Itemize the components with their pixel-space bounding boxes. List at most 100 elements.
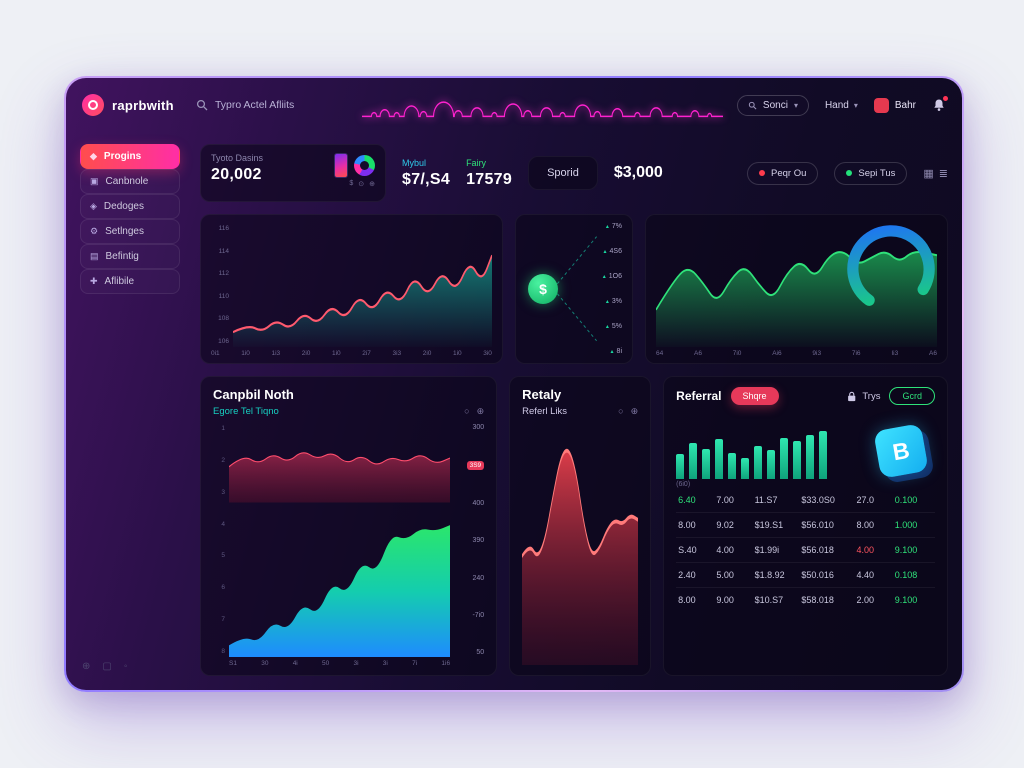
y-tick: 1 bbox=[221, 425, 225, 432]
sidebar-item-aflibile[interactable]: ✚ Aflibile bbox=[80, 269, 180, 294]
view-toggle[interactable]: ▦ ≣ bbox=[923, 167, 948, 180]
table-cell: 11.S7 bbox=[754, 495, 778, 505]
panel-controls[interactable]: ○ ⊕ bbox=[618, 406, 638, 417]
bar bbox=[754, 446, 763, 479]
table-row[interactable]: 6.40 7.00 11.S7 $33.0S0 27.0 0.100 bbox=[676, 488, 935, 512]
x-tick: 4i bbox=[292, 660, 298, 667]
footer-icon-1[interactable]: ▢ bbox=[102, 661, 112, 672]
sidebar-item-setlnges[interactable]: ⚙ Setlnges bbox=[80, 219, 180, 244]
canpbil-y-axis: 300 3S9 400 390 240 -7i0 50 bbox=[454, 423, 485, 657]
panel-subtitle: Referl Liks bbox=[522, 406, 568, 417]
bar bbox=[676, 453, 685, 479]
search-input[interactable]: Typro Actel Afliits bbox=[188, 94, 348, 116]
bar bbox=[702, 449, 711, 479]
x-tick: 1i0 bbox=[453, 350, 462, 357]
main-content: Tyoto Dasins 20,002 $ ⊙ ⊕ Mybul bbox=[194, 132, 962, 690]
percent-item: ▴ 1O6 bbox=[603, 273, 622, 280]
user-menu[interactable]: Bahr bbox=[873, 97, 916, 113]
bar bbox=[793, 440, 802, 479]
sidebar-item-progins[interactable]: ◆ Progins bbox=[80, 144, 180, 169]
canpbil-lower-chart bbox=[229, 507, 451, 657]
red-dot-icon bbox=[759, 170, 766, 176]
canpbil-panel: Canpbil Noth Egore Tel Tiqno ○ ⊕ 1 2 3 4 5 6 7… bbox=[200, 376, 498, 676]
sporid-card[interactable]: Sporid bbox=[528, 156, 598, 190]
trys-control[interactable]: Trys bbox=[846, 390, 880, 403]
y-tick: 240 bbox=[472, 574, 485, 582]
table-row[interactable]: 2.40 5.00 $1.8.92 $50.016 4.40 0.108 bbox=[676, 562, 935, 587]
canpbil-left-ticks: 1 2 3 4 5 6 7 8 bbox=[213, 423, 225, 657]
triangle-up-icon: ▴ bbox=[605, 324, 609, 330]
footer-icon-2[interactable]: ◦ bbox=[123, 661, 128, 672]
x-tick: 7i0 bbox=[732, 350, 742, 357]
bar bbox=[819, 431, 828, 479]
trend-area-chart bbox=[233, 223, 492, 347]
panel-controls[interactable]: ○ ⊕ bbox=[464, 406, 484, 417]
bitcoin-icon: B bbox=[873, 423, 929, 479]
x-tick: 3i0 bbox=[483, 350, 492, 357]
mybul-stat: Mybul $7/,S4 bbox=[402, 158, 450, 189]
fairy-stat: Fairy 17579 bbox=[466, 158, 512, 189]
y-tick: 114 bbox=[218, 247, 229, 255]
panel-title: Retaly bbox=[522, 387, 562, 402]
canpbil-upper-chart bbox=[229, 423, 451, 503]
x-tick: Ai6 bbox=[772, 350, 782, 357]
mini-icon-1: ⊙ bbox=[358, 181, 365, 188]
sepi-button[interactable]: Sepi Tus bbox=[834, 161, 908, 185]
table-row[interactable]: S.40 4.00 $1.99i $56.018 4.00 9.100 bbox=[676, 537, 935, 562]
x-tick: 2i0 bbox=[422, 350, 432, 357]
dollar-icon: $ bbox=[528, 274, 558, 304]
percent-value: 3% bbox=[611, 298, 622, 305]
sidebar-item-befintig[interactable]: ▤ Befintig bbox=[80, 244, 180, 269]
mini-icons: $ ⊙ ⊕ bbox=[349, 180, 375, 188]
peqr-button[interactable]: Peqr Ou bbox=[747, 161, 819, 185]
y-tick: 6 bbox=[221, 584, 225, 592]
befintig-icon: ▤ bbox=[90, 251, 99, 261]
x-tick: 7i6 bbox=[851, 350, 861, 357]
footer-icon-0[interactable]: ⊕ bbox=[82, 661, 91, 672]
x-tick: 3i3 bbox=[392, 350, 402, 357]
y-tick: 390 bbox=[472, 537, 485, 545]
bell-icon bbox=[934, 99, 944, 111]
table-row[interactable]: 8.00 9.00 $10.S7 $58.018 2.00 9.100 bbox=[676, 587, 935, 612]
share-button[interactable]: Shqre bbox=[730, 387, 779, 405]
sonci-dropdown[interactable]: Sonci ▾ bbox=[736, 94, 809, 116]
y-tick: 50 bbox=[476, 648, 485, 656]
notifications-button[interactable] bbox=[932, 96, 948, 112]
fairy-label: Fairy bbox=[466, 157, 487, 168]
triangle-up-icon: ▴ bbox=[610, 349, 614, 355]
dot-circle-icon: ○ bbox=[618, 406, 624, 416]
x-tick: 1i6 bbox=[441, 660, 451, 667]
logo-icon bbox=[82, 94, 104, 116]
sidebar-item-dedoges[interactable]: ◈ Dedoges bbox=[80, 194, 180, 219]
peqr-label: Peqr Ou bbox=[771, 167, 807, 179]
sidebar-item-label: Setlnges bbox=[105, 226, 144, 237]
y-tick: -7i0 bbox=[472, 611, 485, 619]
sidebar-item-label: Canbnole bbox=[105, 176, 149, 187]
panel-title: Canpbil Noth bbox=[213, 387, 294, 402]
sidebar-item-label: Dedoges bbox=[103, 201, 144, 212]
sidebar-nav: ◆ Progins ▣ Canbnole ◈ Dedoges ⚙ Setlnges ▤ Befin… bbox=[80, 144, 180, 294]
percent-value: 5% bbox=[611, 323, 622, 330]
y-tick: 106 bbox=[218, 337, 229, 345]
sidebar-item-canbnole[interactable]: ▣ Canbnole bbox=[80, 169, 180, 194]
search-mini-icon bbox=[748, 101, 757, 109]
logo-text: raprbwith bbox=[112, 97, 174, 113]
sepi-label: Sepi Tus bbox=[858, 167, 896, 179]
dedoges-icon: ◈ bbox=[90, 201, 97, 211]
dashed-connectors bbox=[556, 236, 597, 342]
x-tick: 0i1 bbox=[211, 350, 220, 357]
trend-y-axis: 116 114 112 110 108 106 bbox=[211, 223, 229, 347]
referral-panel: Referral Shqre Trys Gcrd bbox=[663, 376, 948, 676]
y-tick: 116 bbox=[218, 225, 229, 232]
table-row[interactable]: 8.00 9.02 $19.S1 $56.010 8.00 1.000 bbox=[676, 512, 935, 537]
hand-dropdown[interactable]: Hand ▾ bbox=[825, 100, 858, 111]
mybul-value: $7/,S4 bbox=[402, 170, 451, 188]
charts-row: 116 114 112 110 108 106 0i1 1i0 1i3 2i0 1i0 2i7 3i3… bbox=[200, 214, 948, 364]
gcrd-button[interactable]: Gcrd bbox=[889, 387, 935, 405]
table-cell: 6.40 bbox=[678, 495, 696, 505]
x-tick: 1i3 bbox=[271, 350, 281, 357]
panel-subtitle: Egore Tel Tiqno bbox=[213, 406, 279, 417]
phone-icon bbox=[334, 153, 348, 178]
table-cell: 8.00 bbox=[678, 595, 696, 605]
panels-row: Canpbil Noth Egore Tel Tiqno ○ ⊕ 1 2 3 4 5 6 7… bbox=[200, 376, 948, 676]
